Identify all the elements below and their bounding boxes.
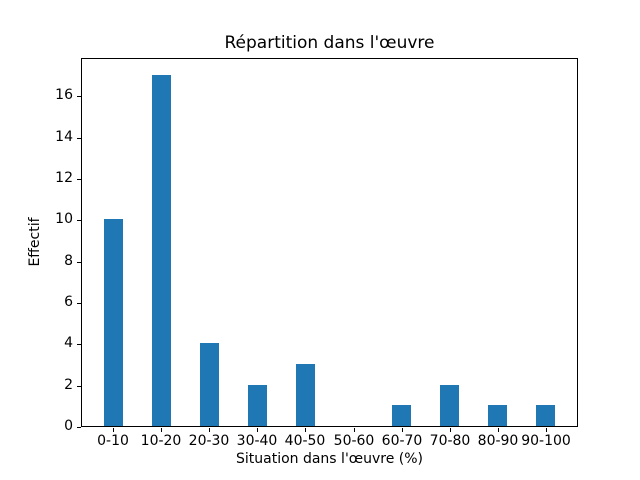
bar-0-10 [104, 219, 123, 426]
x-tick-label: 70-80 [429, 433, 471, 449]
x-tick-label: 20-30 [188, 433, 230, 449]
y-tick-label: 8 [64, 253, 73, 269]
bar-40-50 [296, 364, 315, 426]
y-tick-label: 2 [64, 377, 73, 393]
plot-area [81, 58, 578, 427]
x-tick-mark [498, 428, 499, 432]
x-tick-mark [546, 428, 547, 432]
x-tick-label: 30-40 [236, 433, 278, 449]
x-tick-label: 50-60 [333, 433, 375, 449]
y-tick-label: 12 [55, 170, 73, 186]
y-tick-label: 6 [64, 294, 73, 310]
y-tick-mark [77, 344, 81, 345]
x-tick-label: 60-70 [381, 433, 423, 449]
x-tick-mark [402, 428, 403, 432]
x-tick-label: 40-50 [284, 433, 326, 449]
x-tick-mark [305, 428, 306, 432]
x-tick-mark [113, 428, 114, 432]
x-tick-mark [209, 428, 210, 432]
y-tick-label: 10 [55, 211, 73, 227]
x-axis-label: Situation dans l'œuvre (%) [235, 451, 424, 467]
y-tick-mark [77, 138, 81, 139]
y-tick-mark [77, 179, 81, 180]
x-tick-mark [257, 428, 258, 432]
y-tick-label: 0 [64, 418, 73, 434]
y-tick-label: 16 [55, 87, 73, 103]
y-tick-mark [77, 386, 81, 387]
chart-title: Répartition dans l'œuvre [224, 33, 435, 53]
y-tick-mark [77, 262, 81, 263]
bar-90-100 [536, 405, 555, 426]
bar-10-20 [152, 75, 171, 426]
y-tick-mark [77, 427, 81, 428]
x-tick-mark [354, 428, 355, 432]
y-tick-mark [77, 220, 81, 221]
y-tick-label: 4 [64, 335, 73, 351]
bar-60-70 [392, 405, 411, 426]
x-tick-label: 80-90 [477, 433, 519, 449]
bar-80-90 [488, 405, 507, 426]
y-tick-mark [77, 303, 81, 304]
x-tick-label: 0-10 [97, 433, 129, 449]
y-tick-label: 14 [55, 129, 73, 145]
x-tick-mark [450, 428, 451, 432]
x-tick-label: 10-20 [140, 433, 182, 449]
bar-30-40 [248, 385, 267, 426]
x-tick-label: 90-100 [521, 433, 571, 449]
x-tick-mark [161, 428, 162, 432]
y-tick-mark [77, 96, 81, 97]
bar-70-80 [440, 385, 459, 426]
bar-20-30 [200, 343, 219, 426]
